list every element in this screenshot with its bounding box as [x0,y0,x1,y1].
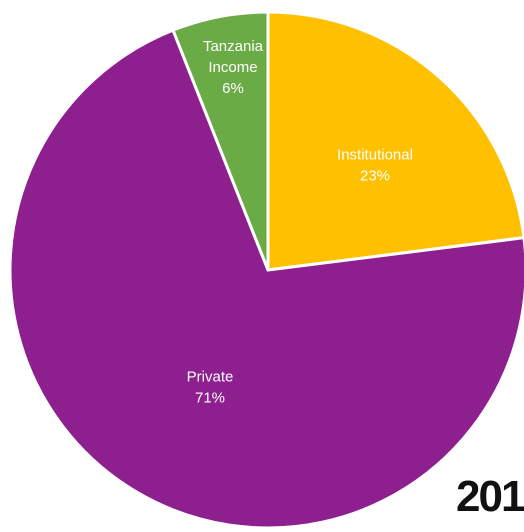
year-label: 2019 [456,472,524,521]
data-label-private: Private 71% [187,369,234,407]
slice-institutional [266,10,524,272]
data-label-tanzania-income: Tanzania Income 6% [203,38,264,97]
slice-tanzania-income [171,10,270,271]
pie-labels: Institutional 23% Private 71% Tanzania Income… [187,38,413,407]
pie-slices [8,10,524,530]
data-label-institutional: Institutional 23% [337,147,413,185]
slice-private [8,28,524,530]
